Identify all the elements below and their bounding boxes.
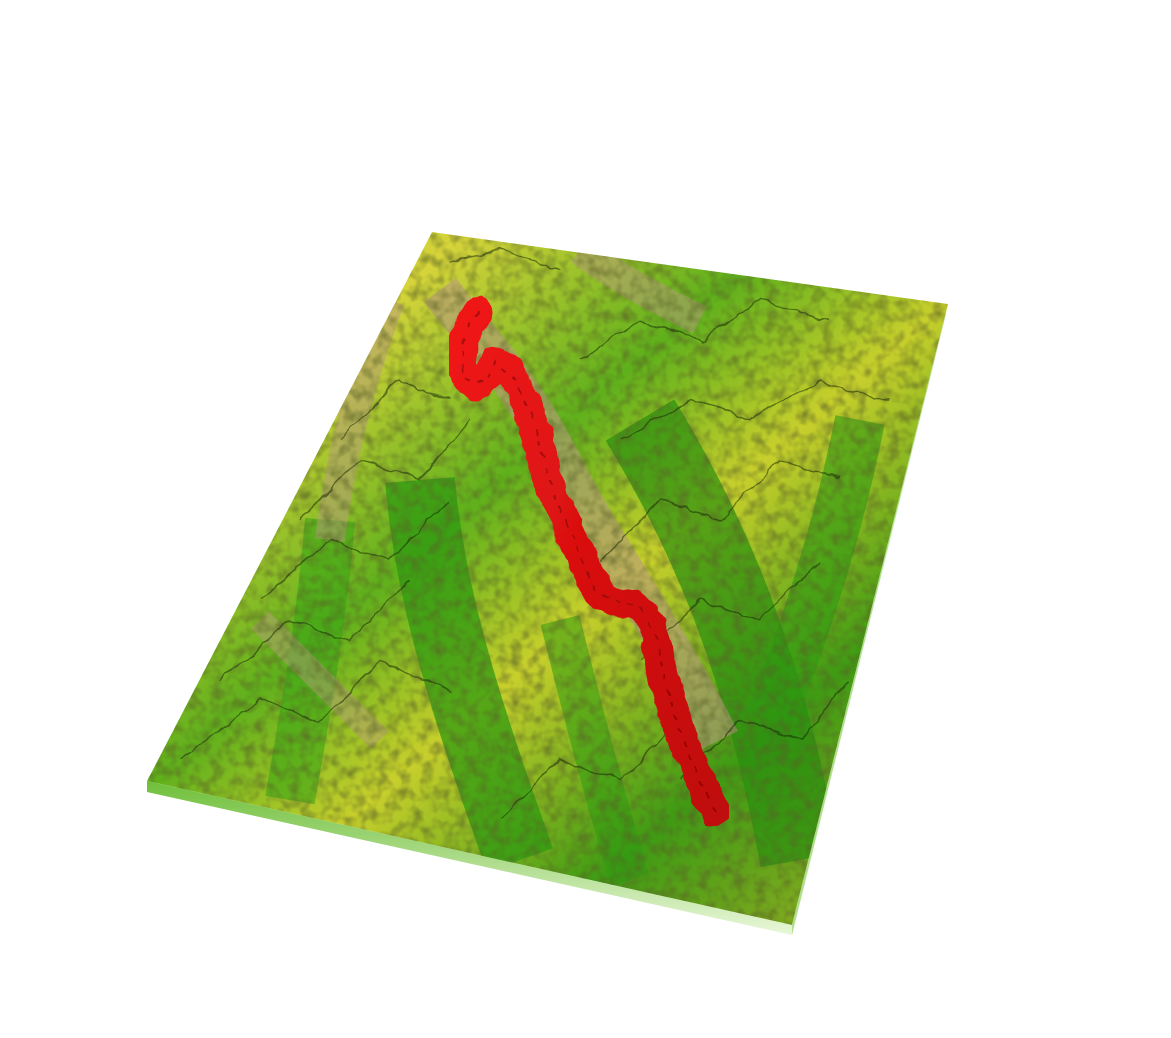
terrain-base-side-right	[792, 304, 948, 935]
terrain-base-side	[147, 781, 792, 935]
terrain-surface	[147, 232, 948, 925]
route-path	[447, 297, 731, 827]
